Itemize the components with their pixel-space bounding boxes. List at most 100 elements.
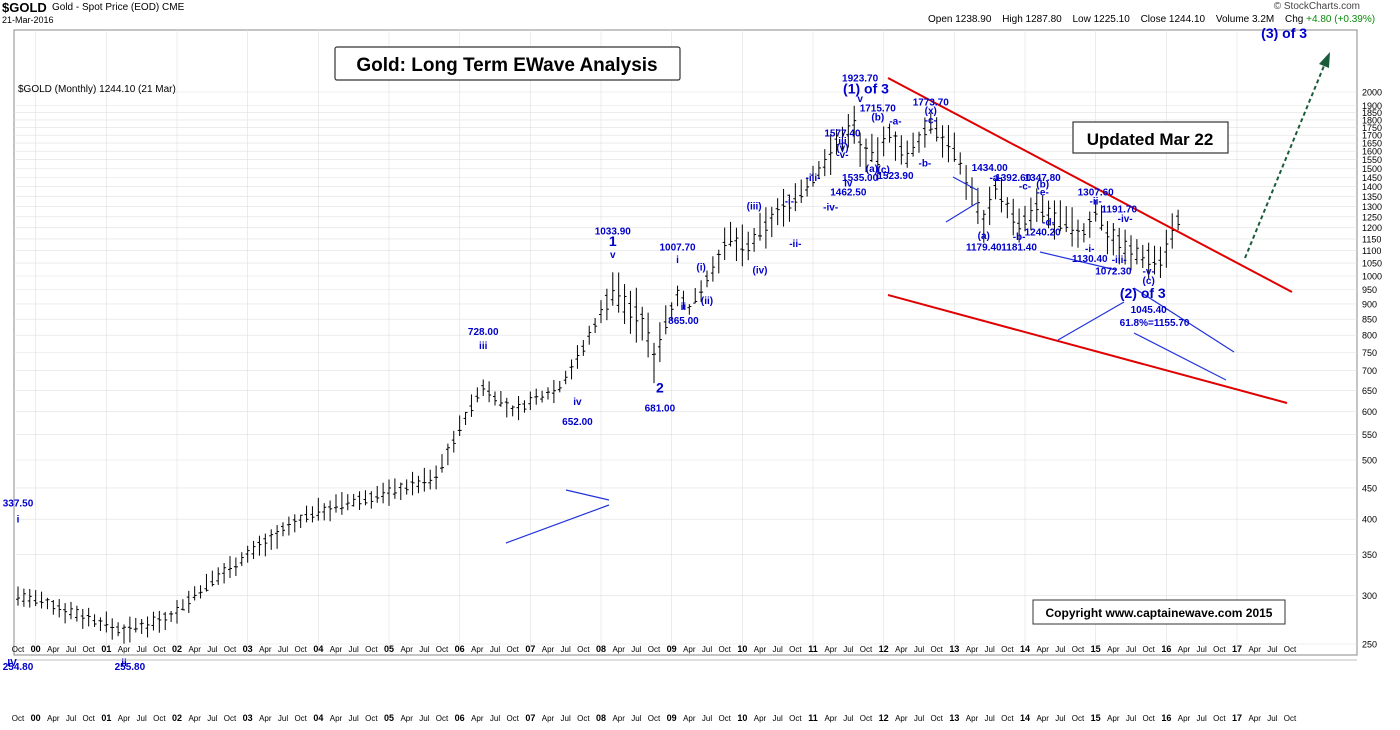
x-month-label: Apr <box>1178 645 1191 654</box>
ohlc-bar <box>752 227 757 252</box>
x-month-label: Jul <box>349 645 359 654</box>
ohlc-bar <box>228 556 232 579</box>
legend-label: $GOLD (Monthly) 1244.10 (21 Mar) <box>18 84 176 95</box>
wave-label: 1434.00 <box>972 163 1009 174</box>
x-month-label: Jul <box>207 714 217 723</box>
ohlc-bar <box>799 179 804 203</box>
ohlc-bar <box>705 270 709 288</box>
x-month-label: Oct <box>789 645 802 654</box>
ohlc-bar <box>881 126 886 157</box>
x-year-label: 05 <box>384 644 394 654</box>
ohlc-bar <box>1011 198 1016 236</box>
x-year-label: 00 <box>31 713 41 723</box>
ohlc-bar <box>98 617 103 632</box>
ohlc-bar <box>546 387 550 400</box>
x-month-label: Jul <box>561 714 571 723</box>
x-month-label: Oct <box>1142 714 1155 723</box>
x-month-label: Jul <box>66 645 76 654</box>
wave-label: 1007.70 <box>659 243 696 254</box>
y-tick-label: 850 <box>1362 315 1377 325</box>
x-month-label: Jul <box>843 714 853 723</box>
ohlc-bar <box>434 465 439 490</box>
ohlc-bar <box>316 497 321 521</box>
wave-label: -a- <box>889 116 901 127</box>
wave-label: i <box>17 515 20 526</box>
ohlc-bar <box>398 482 403 500</box>
x-month-label: Apr <box>612 645 625 654</box>
ohlc-bar <box>504 397 509 418</box>
wave-label: (x) <box>925 106 937 117</box>
wave-label: 1130.40 <box>1072 254 1108 265</box>
x-month-label: Oct <box>860 714 873 723</box>
ohlc-bar <box>1146 242 1151 279</box>
x-month-label: Jul <box>490 714 500 723</box>
ohlc-bar <box>1046 200 1051 229</box>
upper-channel-line <box>887 77 1293 293</box>
y-tick-label: 950 <box>1362 285 1377 295</box>
ohlc-bar <box>557 380 562 393</box>
ohlc-bar <box>45 597 50 610</box>
y-tick-label: 1300 <box>1362 202 1382 212</box>
x-month-label: Oct <box>1001 645 1014 654</box>
x-month-label: Jul <box>561 645 571 654</box>
legend-text: $GOLD (Monthly) 1244.10 (21 Mar) <box>18 84 176 95</box>
wave-label: -b- <box>1013 232 1026 243</box>
wave-label: ii <box>121 658 127 669</box>
x-month-label: Jul <box>1197 645 1207 654</box>
ohlc-bar <box>563 370 568 385</box>
ohlc-bar <box>663 305 668 335</box>
x-month-label: Oct <box>718 645 731 654</box>
ohlc-bar <box>116 622 121 637</box>
ohlc-bar <box>475 387 480 403</box>
ohlc-bar <box>1140 244 1145 269</box>
ohlc-bar <box>864 138 868 173</box>
x-month-label: Apr <box>118 714 131 723</box>
ohlc-bar <box>634 287 639 343</box>
ohlc-bar <box>599 300 603 324</box>
copyright-box: Copyright www.captainewave.com 2015 <box>1032 599 1286 625</box>
wave-label: 1 <box>609 233 617 249</box>
x-month-label: Jul <box>278 714 288 723</box>
x-year-label: 11 <box>808 644 818 654</box>
ohlc-bar <box>1087 211 1092 238</box>
ohlc-bar <box>493 391 497 406</box>
ohlc-bar <box>69 601 73 620</box>
ohlc-bar <box>811 165 815 187</box>
x-month-label: Apr <box>471 645 484 654</box>
x-month-label: Oct <box>365 714 378 723</box>
ohlc-bar <box>204 573 209 592</box>
ohlc-bar <box>392 478 397 499</box>
x-month-label: Jul <box>1267 645 1277 654</box>
ohlc-bar <box>693 288 698 304</box>
x-month-label: Oct <box>577 645 590 654</box>
ohlc-bar <box>27 589 32 608</box>
ohlc-bar <box>63 603 68 624</box>
ohlc-bar <box>263 533 268 557</box>
ohlc-bar <box>198 585 203 599</box>
x-year-label: 13 <box>949 713 959 723</box>
ohlc-bar <box>257 535 262 556</box>
ohlc-bar <box>180 599 185 611</box>
ohlc-bar <box>875 137 880 181</box>
x-month-label: Jul <box>1267 714 1277 723</box>
wave-label: 61.8%=1155.70 <box>1120 318 1190 329</box>
ohlc-bar <box>239 552 244 567</box>
ohlc-bar <box>946 125 951 163</box>
ohlc-bar <box>1028 197 1033 231</box>
x-year-label: 12 <box>879 713 889 723</box>
ohlc-bar <box>122 624 126 644</box>
ohlc-bar <box>1129 235 1133 271</box>
wave3-arrowhead <box>1319 52 1330 68</box>
y-tick-label: 300 <box>1362 591 1377 601</box>
wave-label: v <box>857 94 863 105</box>
wave-label: 1072.30 <box>1095 267 1132 278</box>
y-tick-label: 1150 <box>1362 234 1381 244</box>
wave-label: i <box>676 255 679 266</box>
chg-value: +4.80 (+0.39%) <box>1306 14 1376 25</box>
y-tick-label: 1750 <box>1362 123 1382 133</box>
x-month-label: Apr <box>47 645 60 654</box>
ohlc-bar <box>1123 229 1128 265</box>
ohlc-bar <box>1081 223 1086 243</box>
wave-label: v <box>610 250 616 261</box>
x-month-label: Oct <box>1001 714 1014 723</box>
